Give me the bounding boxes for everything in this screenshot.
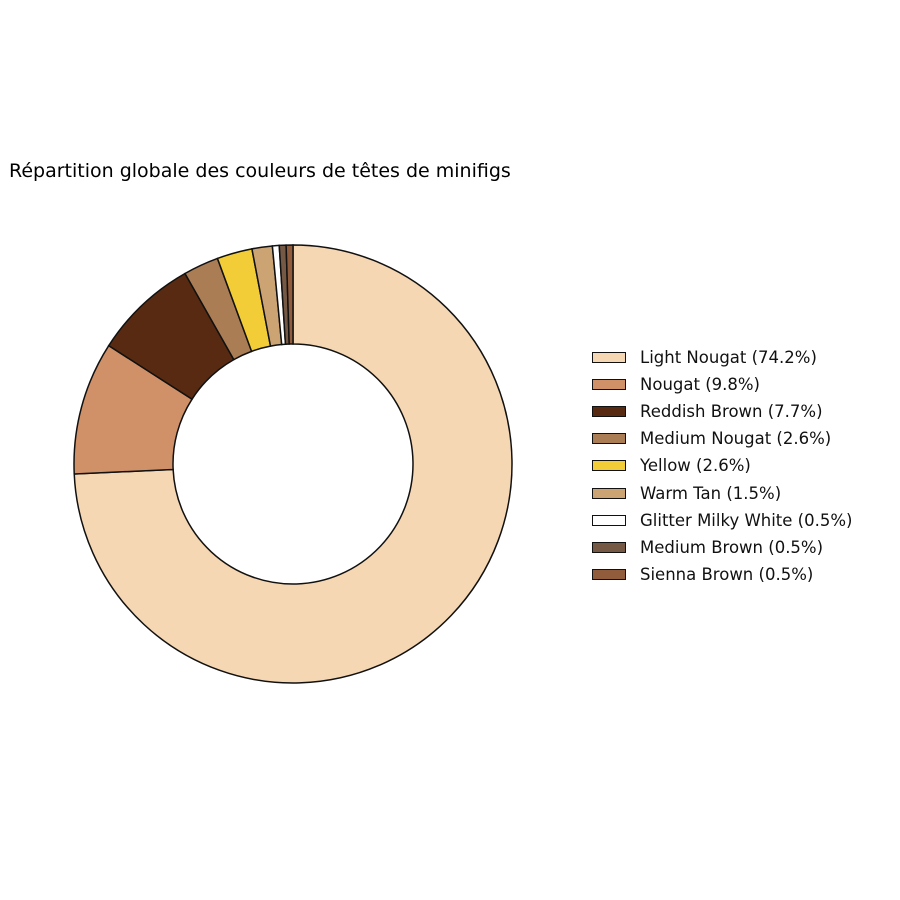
legend-swatch [592,487,626,499]
legend-item: Reddish Brown (7.7%) [592,398,852,425]
legend-swatch [592,406,626,418]
legend-item: Medium Nougat (2.6%) [592,425,852,452]
legend-label: Medium Brown (0.5%) [640,537,824,557]
legend-item: Yellow (2.6%) [592,452,852,479]
legend-label: Medium Nougat (2.6%) [640,429,832,449]
legend: Light Nougat (74.2%) Nougat (9.8%) Reddish… [592,344,852,588]
legend-item: Warm Tan (1.5%) [592,479,852,506]
legend-item: Medium Brown (0.5%) [592,534,852,561]
slice-sienna-brown [285,244,294,345]
chart-title: Répartition globale des couleurs de tête… [9,160,511,182]
legend-swatch [592,352,626,364]
legend-item: Nougat (9.8%) [592,371,852,398]
legend-item: Light Nougat (74.2%) [592,344,852,371]
legend-label: Warm Tan (1.5%) [640,483,782,503]
legend-item: Glitter Milky White (0.5%) [592,507,852,534]
legend-swatch [592,460,626,472]
legend-swatch [592,541,626,553]
legend-label: Light Nougat (74.2%) [640,348,817,368]
legend-swatch [592,379,626,391]
legend-swatch [592,514,626,526]
legend-label: Nougat (9.8%) [640,375,760,395]
legend-label: Reddish Brown (7.7%) [640,402,823,422]
legend-swatch [592,568,626,580]
legend-label: Glitter Milky White (0.5%) [640,510,853,530]
legend-item: Sienna Brown (0.5%) [592,561,852,588]
slice-light-nougat [73,244,513,684]
legend-label: Yellow (2.6%) [640,456,751,476]
legend-swatch [592,433,626,445]
legend-label: Sienna Brown (0.5%) [640,564,814,584]
